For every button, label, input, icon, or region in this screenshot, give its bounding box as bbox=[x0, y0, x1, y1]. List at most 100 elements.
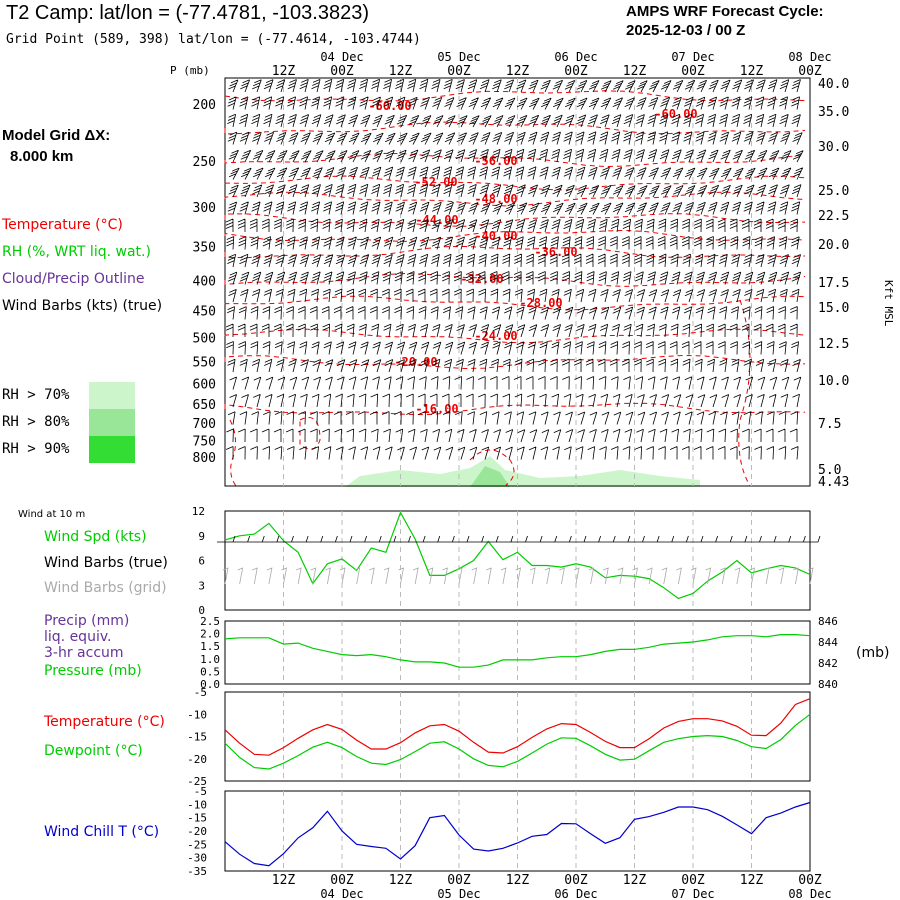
pressure-tick-label: 300 bbox=[193, 201, 216, 216]
pressure-axis-title: P (mb) bbox=[170, 64, 210, 77]
wind-chill-tick-label: -20 bbox=[187, 825, 207, 838]
legend-rh80: RH > 80% bbox=[2, 414, 70, 430]
height-tick-label: 12.5 bbox=[818, 337, 849, 352]
hour-label-top: 00Z bbox=[447, 64, 471, 79]
hour-label-top: 00Z bbox=[330, 64, 354, 79]
wind-chill-tick-label: -25 bbox=[187, 838, 207, 851]
date-label-top: 08 Dec bbox=[788, 50, 831, 64]
forecast-cycle-label: AMPS WRF Forecast Cycle: bbox=[626, 3, 824, 20]
forecast-cycle-value: 2025-12-03 / 00 Z bbox=[626, 22, 746, 39]
legend-cloud: Cloud/Precip Outline bbox=[2, 271, 145, 287]
height-tick-label: 20.0 bbox=[818, 238, 849, 253]
wind-barbs-true bbox=[217, 535, 821, 543]
height-tick-label: 22.5 bbox=[818, 209, 849, 224]
hour-label-bottom: 12Z bbox=[740, 873, 764, 888]
precip-tick-label: 1.5 bbox=[200, 640, 220, 653]
pressure-tick-label: 550 bbox=[193, 356, 216, 371]
pressure-tick-label: 450 bbox=[193, 304, 216, 319]
wind-chill-tick-label: -30 bbox=[187, 852, 207, 865]
wind-chill-tick-label: -5 bbox=[194, 785, 207, 798]
legend-rh90: RH > 90% bbox=[2, 441, 70, 457]
legend-rh70: RH > 70% bbox=[2, 387, 70, 403]
temperature-contour bbox=[224, 90, 806, 102]
hour-label-top: 12Z bbox=[272, 64, 296, 79]
rh80-swatch bbox=[89, 409, 135, 436]
temperature-contour bbox=[224, 272, 806, 287]
hour-label-bottom: 00Z bbox=[447, 873, 471, 888]
temperature-tick-label: -20 bbox=[187, 753, 207, 766]
pressure-label: Pressure (mb) bbox=[44, 663, 142, 679]
cloud-outline bbox=[299, 417, 321, 450]
temperature-contour-label: -56.00 bbox=[474, 154, 517, 168]
pressure-tick-label: 650 bbox=[193, 398, 216, 413]
hour-label-bottom: 00Z bbox=[330, 873, 354, 888]
precip-tick-label: 1.0 bbox=[200, 653, 220, 666]
pressure-tick-label: 250 bbox=[193, 155, 216, 170]
legend-temperature: Temperature (°C) bbox=[2, 217, 123, 233]
height-tick-label: 35.0 bbox=[818, 105, 849, 120]
height-tick-label: 4.43 bbox=[818, 475, 849, 490]
wind-chill-line bbox=[224, 801, 811, 867]
hour-label-top: 12Z bbox=[740, 64, 764, 79]
hour-label-bottom: 12Z bbox=[272, 873, 296, 888]
date-label-bottom: 08 Dec bbox=[788, 887, 831, 900]
temperature-contour-label: -60.00 bbox=[654, 107, 697, 121]
wind-barbs-grid-label: Wind Barbs (grid) bbox=[44, 580, 167, 596]
wind-chill-tick-label: -10 bbox=[187, 798, 207, 811]
temperature-contour-label: -40.00 bbox=[474, 229, 517, 243]
station-title: T2 Camp: lat/lon = (-77.4781, -103.3823) bbox=[6, 2, 369, 24]
temperature-contour bbox=[224, 213, 806, 227]
precip-liq-label: liq. equiv. bbox=[44, 629, 112, 645]
hour-label-top: 12Z bbox=[389, 64, 413, 79]
date-label-top: 04 Dec bbox=[320, 50, 363, 64]
wind-tick-label: 12 bbox=[192, 505, 205, 518]
height-tick-label: 25.0 bbox=[818, 184, 849, 199]
legend-wind-barbs: Wind Barbs (kts) (true) bbox=[2, 298, 163, 314]
pressure-tick-label: 400 bbox=[193, 275, 216, 290]
height-tick-label: 5.0 bbox=[818, 463, 841, 478]
precip-tick-label: 2.0 bbox=[200, 628, 220, 641]
height-axis-title: Kft MSL bbox=[882, 280, 895, 327]
height-tick-label: 40.0 bbox=[818, 77, 849, 92]
temperature-tick-label: -5 bbox=[194, 686, 207, 699]
upper-wind-barbs bbox=[225, 78, 804, 460]
grid-point-label: Grid Point (589, 398) lat/lon = (-77.461… bbox=[6, 32, 421, 47]
pressure-tick-label-right: 840 bbox=[818, 678, 838, 691]
wind-barbs-true-label: Wind Barbs (true) bbox=[44, 555, 168, 571]
temperature-contour-label: -36.00 bbox=[534, 245, 577, 259]
temperature-contour-label: -24.00 bbox=[474, 329, 517, 343]
temperature-contour bbox=[224, 191, 806, 207]
temperature-contour bbox=[224, 245, 806, 259]
date-label-bottom: 06 Dec bbox=[554, 887, 597, 900]
date-label-bottom: 04 Dec bbox=[320, 887, 363, 900]
temperature-label: Temperature (°C) bbox=[44, 714, 165, 730]
precip-label: Precip (mm) bbox=[44, 613, 130, 629]
wind-tick-label: 0 bbox=[198, 604, 205, 617]
temperature-contour bbox=[224, 402, 806, 416]
pressure-tick-label: 750 bbox=[193, 435, 216, 450]
rh90-swatch bbox=[89, 436, 135, 463]
pressure-tick-label: 600 bbox=[193, 378, 216, 393]
temperature-line bbox=[224, 698, 811, 756]
temperature-contour bbox=[224, 229, 806, 242]
model-grid-label: Model Grid ΔX: bbox=[2, 127, 111, 144]
temperature-tick-label: -15 bbox=[187, 731, 207, 744]
model-grid-value: 8.000 km bbox=[10, 148, 74, 165]
hour-label-bottom: 00Z bbox=[798, 873, 822, 888]
rh-shading bbox=[345, 456, 700, 487]
temperature-contour bbox=[224, 121, 806, 135]
date-label-top: 06 Dec bbox=[554, 50, 597, 64]
precip-tick-label: 0.0 bbox=[200, 678, 220, 691]
wind-speed-line bbox=[224, 511, 811, 600]
wind-barbs-grid bbox=[222, 567, 814, 585]
pressure-line bbox=[224, 634, 811, 668]
date-label-bottom: 05 Dec bbox=[437, 887, 480, 900]
temperature-tick-label: -25 bbox=[187, 775, 207, 788]
precip-tick-label: 0.5 bbox=[200, 665, 220, 678]
pressure-tick-label-right: 844 bbox=[818, 636, 838, 649]
date-label-bottom: 07 Dec bbox=[671, 887, 714, 900]
wind-chill-label: Wind Chill T (°C) bbox=[44, 824, 160, 840]
pressure-tick-label: 200 bbox=[193, 98, 216, 113]
height-tick-label: 30.0 bbox=[818, 140, 849, 155]
